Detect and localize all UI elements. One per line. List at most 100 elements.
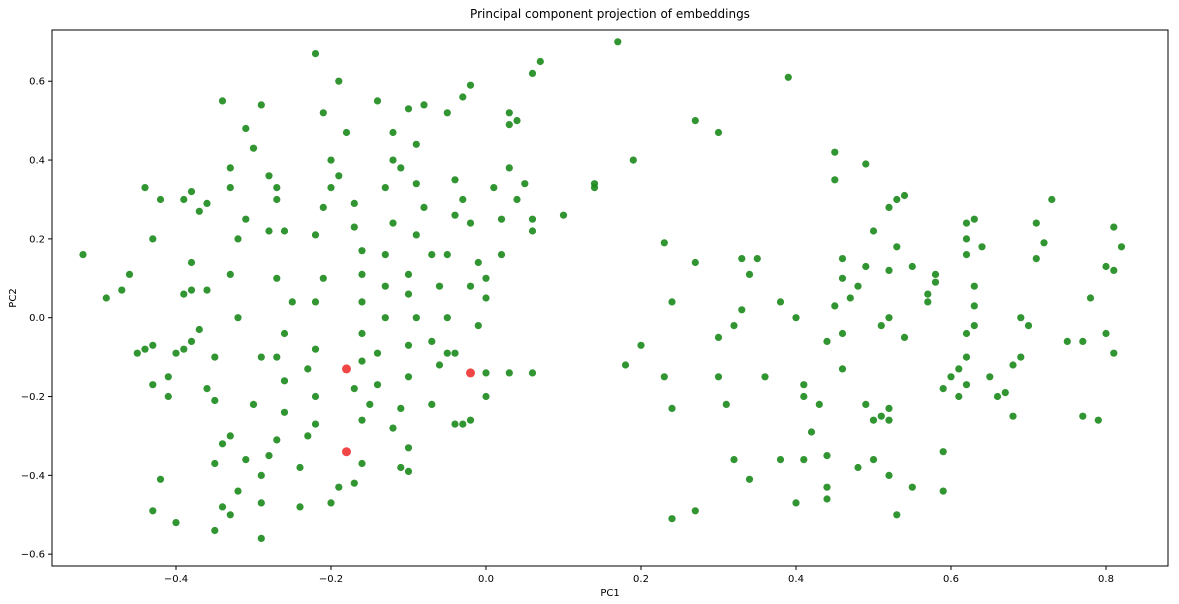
scatter-point: [939, 487, 947, 495]
scatter-point: [505, 109, 513, 117]
x-tick-label: 0.6: [943, 574, 959, 585]
scatter-point: [358, 298, 366, 306]
scatter-point: [521, 180, 529, 188]
scatter-point: [389, 424, 397, 432]
scatter-point: [79, 251, 87, 259]
scatter-point: [358, 270, 366, 278]
scatter-point: [203, 286, 211, 294]
scatter-point: [443, 314, 451, 322]
scatter-point: [443, 109, 451, 117]
scatter-point: [745, 270, 754, 278]
scatter-point: [211, 459, 219, 468]
scatter-point: [335, 483, 343, 491]
scatter-point: [614, 38, 622, 46]
scatter-point: [691, 507, 699, 515]
scatter-point: [412, 314, 420, 322]
scatter-point: [466, 219, 475, 227]
scatter-point: [908, 262, 916, 271]
scatter-point: [1048, 195, 1056, 204]
scatter-point: [885, 404, 893, 412]
highlight-point: [342, 364, 351, 374]
scatter-point: [288, 298, 296, 306]
scatter-point: [265, 452, 273, 460]
scatter-point: [800, 381, 808, 389]
scatter-point: [404, 467, 413, 475]
scatter-point: [885, 314, 893, 322]
scatter-point: [869, 416, 878, 424]
scatter-point: [1063, 337, 1071, 345]
scatter-point: [962, 219, 971, 227]
scatter-point: [831, 176, 839, 184]
scatter-point: [226, 184, 234, 192]
scatter-point: [412, 140, 420, 148]
scatter-point: [1032, 219, 1040, 227]
scatter-point: [280, 408, 289, 416]
scatter-point: [311, 345, 320, 353]
scatter-point: [761, 373, 769, 381]
scatter-point: [311, 298, 320, 306]
scatter-point: [451, 211, 459, 219]
scatter-point: [831, 302, 839, 310]
scatter-point: [668, 515, 676, 523]
scatter-point: [234, 314, 242, 322]
x-axis-label: PC1: [600, 588, 619, 599]
y-tick-label: −0.2: [21, 392, 45, 403]
scatter-point: [249, 144, 258, 152]
scatter-point: [815, 400, 823, 408]
scatter-point: [893, 195, 901, 204]
scatter-point: [1009, 412, 1017, 420]
scatter-point: [877, 412, 885, 420]
scatter-point: [970, 215, 978, 223]
scatter-point: [1009, 361, 1017, 369]
scatter-point: [962, 353, 971, 361]
scatter-point: [869, 227, 878, 235]
scatter-point: [172, 349, 180, 357]
scatter-point: [838, 255, 847, 263]
scatter-point: [466, 416, 475, 424]
scatter-point: [319, 203, 327, 211]
scatter-point: [459, 195, 467, 204]
scatter-point: [482, 274, 490, 282]
scatter-point: [397, 164, 405, 172]
scatter-point: [273, 184, 281, 192]
y-tick-label: 0.0: [29, 313, 45, 324]
scatter-point: [1110, 349, 1118, 357]
scatter-point: [156, 475, 165, 483]
scatter-point: [1117, 243, 1126, 251]
scatter-point: [273, 274, 281, 282]
scatter-point: [443, 349, 451, 357]
scatter-point: [435, 282, 444, 290]
scatter-point: [397, 463, 405, 472]
scatter-point: [335, 77, 343, 85]
scatter-point: [869, 456, 878, 464]
scatter-point: [823, 337, 831, 345]
scatter-point: [691, 258, 699, 267]
scatter-point: [226, 432, 234, 440]
scatter-point: [404, 444, 413, 452]
x-tick-label: 0.2: [633, 574, 649, 585]
scatter-point: [831, 148, 839, 156]
scatter-point: [993, 392, 1002, 401]
scatter-point: [497, 215, 506, 223]
scatter-point: [490, 184, 498, 192]
scatter-point: [513, 195, 521, 204]
scatter-point: [466, 81, 475, 89]
scatter-point: [1086, 294, 1095, 302]
chart-title: Principal component projection of embedd…: [470, 7, 750, 21]
scatter-point: [149, 341, 157, 349]
scatter-point: [1110, 266, 1118, 274]
x-tick-label: −0.4: [164, 574, 188, 585]
scatter-point: [823, 483, 831, 491]
scatter-point: [714, 373, 723, 381]
scatter-point: [203, 199, 211, 207]
scatter-point: [893, 243, 901, 251]
scatter-point: [962, 251, 971, 259]
scatter-point: [404, 341, 413, 349]
scatter-point: [621, 361, 630, 369]
scatter-point: [280, 227, 289, 235]
scatter-point: [381, 314, 389, 322]
scatter-point: [203, 385, 211, 393]
scatter-point: [970, 282, 978, 290]
scatter-point: [877, 322, 885, 330]
scatter-point: [366, 400, 374, 408]
